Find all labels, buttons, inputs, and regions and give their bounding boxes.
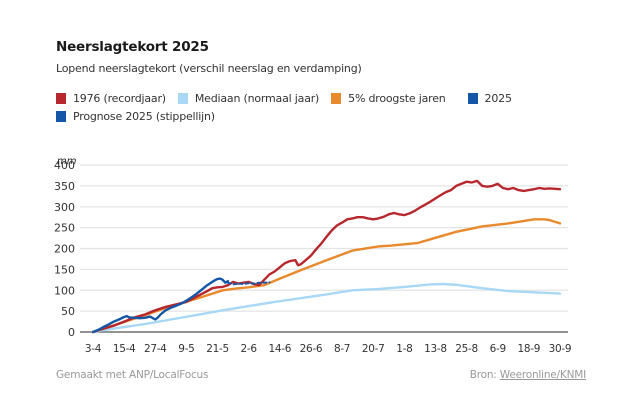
x-tick-label: 2-6 bbox=[241, 343, 258, 355]
legend: 1976 (recordjaar) Mediaan (normaal jaar)… bbox=[56, 89, 526, 125]
series-line-1976-recordjaar bbox=[91, 179, 562, 334]
x-tick-label: 15-4 bbox=[113, 343, 136, 355]
legend-item-1976[interactable]: 1976 (recordjaar) bbox=[56, 92, 166, 105]
x-tick-label: 1-8 bbox=[396, 343, 412, 355]
source-link[interactable]: Weeronline/KNMI bbox=[499, 369, 586, 381]
legend-label-forecast: Prognose 2025 (stippellijn) bbox=[73, 109, 215, 123]
source-credit: Bron: Weeronline/KNMI bbox=[470, 369, 586, 381]
legend-swatch-dry5 bbox=[331, 92, 342, 104]
chart-subtitle: Lopend neerslagtekort (verschil neerslag… bbox=[56, 62, 362, 75]
x-tick-label: 8-7 bbox=[334, 343, 350, 355]
chart-title: Neerslagtekort 2025 bbox=[56, 39, 209, 55]
legend-swatch-1976 bbox=[56, 92, 66, 104]
series-line-prognose-2025-stippellijn bbox=[226, 281, 271, 286]
legend-label-median: Mediaan (normaal jaar) bbox=[194, 91, 320, 105]
y-tick-label: 350 bbox=[54, 180, 75, 193]
x-tick-label: 18-9 bbox=[518, 343, 541, 355]
legend-item-median[interactable]: Mediaan (normaal jaar) bbox=[177, 91, 320, 105]
y-tick-label: 400 bbox=[54, 159, 75, 172]
y-tick-label: 200 bbox=[54, 243, 75, 256]
series-lines bbox=[91, 179, 562, 334]
source-prefix: Bron: bbox=[469, 369, 497, 381]
legend-label-2025: 2025 bbox=[484, 91, 512, 105]
x-tick-label: 30-9 bbox=[549, 343, 572, 355]
legend-label-1976: 1976 (recordjaar) bbox=[73, 91, 166, 105]
series-line-2025 bbox=[91, 277, 230, 334]
x-tick-label: 26-6 bbox=[300, 343, 323, 355]
x-tick-label: 25-8 bbox=[455, 343, 478, 355]
made-with-credit: Gemaakt met ANP/LocalFocus bbox=[56, 369, 209, 381]
x-tick-label: 27-4 bbox=[144, 343, 167, 355]
x-tick-label: 14-6 bbox=[268, 343, 291, 355]
y-tick-label: 150 bbox=[54, 263, 75, 276]
legend-item-2025[interactable]: 2025 bbox=[467, 91, 512, 105]
legend-swatch-median bbox=[177, 92, 188, 104]
y-tick-label: 300 bbox=[54, 201, 75, 214]
legend-swatch-2025 bbox=[467, 92, 478, 104]
y-tick-label: 250 bbox=[54, 222, 75, 235]
x-axis-ticks: 3-4 15-4 27-4 9-5 21-5 2-6 14-6 26-6 8-7 20-7 1-8 1… bbox=[85, 343, 572, 355]
series-line-5-droogste-jaren bbox=[91, 218, 562, 334]
y-tick-label: 0 bbox=[68, 326, 75, 339]
x-tick-label: 13-8 bbox=[424, 343, 447, 355]
y-tick-label: 50 bbox=[61, 305, 75, 318]
legend-item-forecast[interactable]: Prognose 2025 (stippellijn) bbox=[56, 110, 215, 123]
series-line-mediaan-normaal-jaar bbox=[91, 282, 562, 334]
x-tick-label: 21-5 bbox=[206, 343, 229, 355]
x-tick-label: 6-9 bbox=[490, 343, 506, 355]
legend-label-dry5: 5% droogste jaren bbox=[348, 91, 446, 105]
y-tick-label: 100 bbox=[54, 284, 75, 297]
x-tick-label: 3-4 bbox=[85, 343, 102, 355]
legend-item-dry5[interactable]: 5% droogste jaren bbox=[331, 91, 446, 105]
legend-swatch-forecast bbox=[56, 110, 66, 122]
x-tick-label: 9-5 bbox=[178, 343, 194, 355]
gridlines bbox=[80, 164, 568, 333]
x-tick-label: 20-7 bbox=[362, 343, 385, 355]
y-axis-ticks: 0 50 100 150 200 250 300 350 400 bbox=[54, 159, 75, 339]
y-axis-unit: mm bbox=[57, 156, 77, 167]
